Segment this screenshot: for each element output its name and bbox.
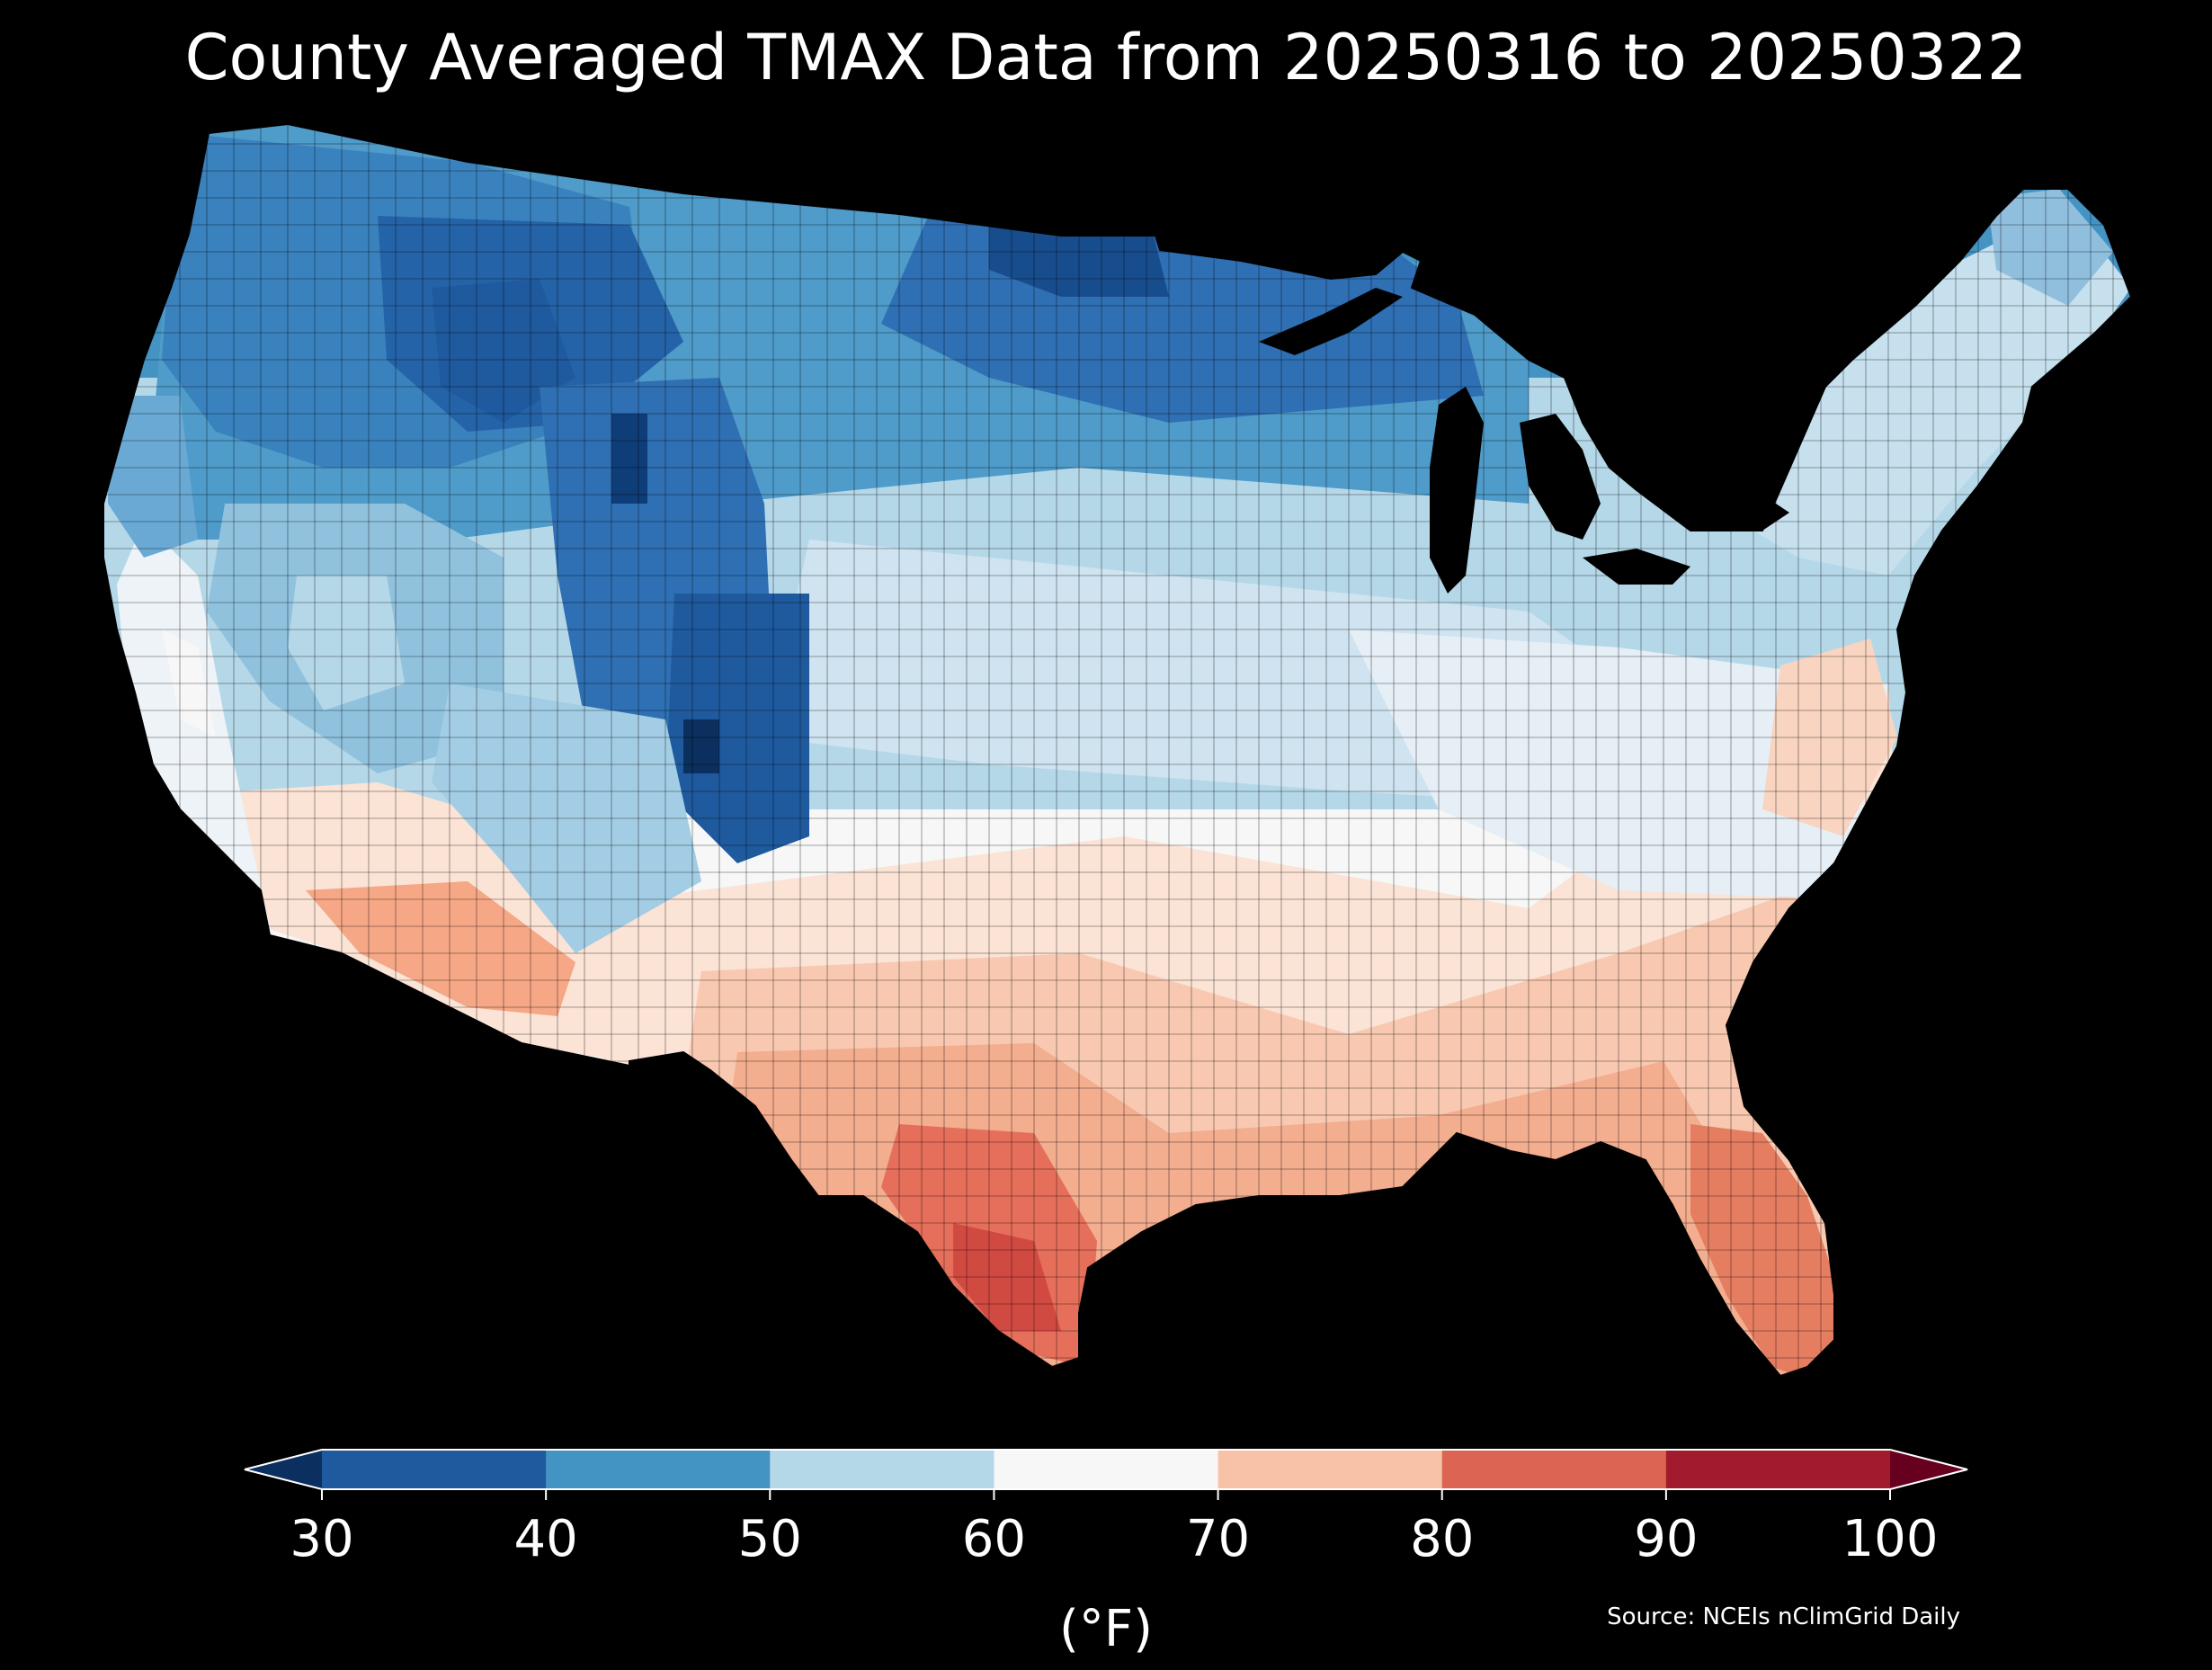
colorbar-tick-label: 40	[513, 1510, 578, 1568]
source-note: Source: NCEIs nClimGrid Daily	[1607, 1603, 1960, 1630]
colorbar-tick-label: 90	[1634, 1510, 1699, 1568]
map-title: County Averaged TMAX Data from 20250316 …	[184, 21, 2028, 94]
colorbar-tick-label: 50	[737, 1510, 802, 1568]
us-outline	[103, 122, 2133, 1378]
great-lakes	[1259, 288, 1789, 594]
colorbar-unit-label: (°F)	[1059, 1600, 1153, 1658]
colorbar-tick-label: 30	[290, 1510, 354, 1568]
colorbar-tick-label: 60	[961, 1510, 1027, 1568]
colorbar-tick-label: 80	[1410, 1510, 1475, 1568]
colorbar-tick-label: 70	[1185, 1510, 1251, 1568]
colorbar-tick-label: 100	[1842, 1510, 1939, 1568]
